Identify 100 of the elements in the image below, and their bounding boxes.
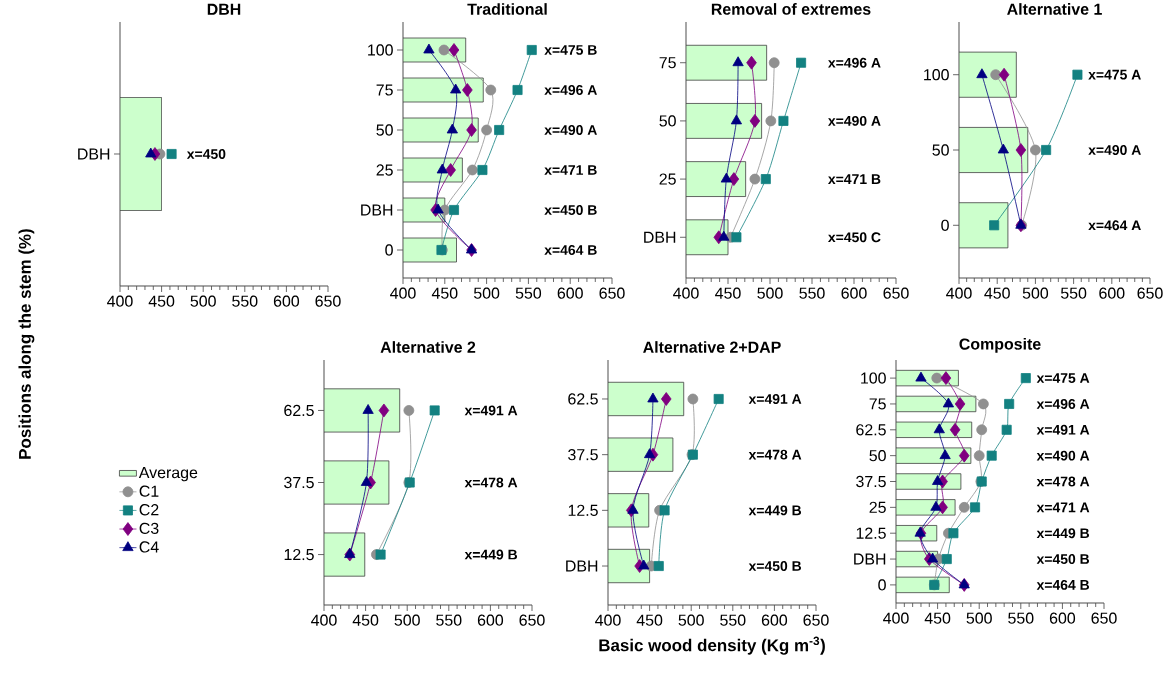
y-tick-label: 12.5 [856, 527, 886, 539]
y-tick-label: 75 [376, 84, 393, 96]
x-tick-label: 550 [515, 287, 542, 299]
x-tick-label: 600 [761, 614, 788, 626]
y-tick-label: 25 [869, 501, 886, 513]
x-tick-label: 550 [436, 614, 462, 626]
y-tick-label: 100 [368, 44, 393, 56]
data-label: x=450 B [748, 561, 802, 571]
y-tick-label: 37.5 [568, 449, 598, 461]
data-label: x=471 B [828, 174, 881, 184]
data-label: x=490 A [1088, 145, 1141, 155]
data-label: x=475 A [1088, 69, 1141, 80]
x-tick-label: 650 [803, 614, 829, 626]
data-label: x=478 A [1036, 476, 1090, 487]
data-label: x=496 A [828, 57, 881, 68]
y-tick-label: 62.5 [856, 424, 886, 436]
y-tick-label: 62.5 [284, 404, 314, 417]
x-tick-label: 450 [148, 295, 175, 307]
x-tick-label: 600 [1049, 612, 1076, 624]
data-label: x=464 B [1036, 579, 1090, 590]
data-label: x=450 B [544, 205, 597, 215]
y-tick-label: 25 [376, 164, 393, 176]
y-tick-label: DBH [644, 231, 676, 243]
x-tick-label: 500 [966, 612, 992, 624]
legend-label: C2 [139, 504, 159, 516]
data-label: x=464 B [544, 245, 597, 255]
data-label: x=450 B [1036, 554, 1090, 564]
y-tick-label: DBH [566, 560, 598, 572]
x-tick-label: 550 [1060, 287, 1087, 299]
chart-title: Removal of extremes [711, 3, 871, 15]
data-label: x=450 [186, 149, 226, 159]
x-tick-label: 650 [1091, 612, 1117, 624]
x-tick-label: 450 [924, 612, 951, 624]
data-label: x=478 A [464, 477, 518, 488]
chart-title: Alternative 1 [1007, 3, 1102, 15]
y-tick-label: 75 [869, 398, 886, 410]
x-tick-label: 450 [431, 287, 458, 299]
y-tick-label: 50 [932, 144, 949, 156]
x-tick-label: 500 [757, 287, 783, 299]
data-label: x=464 A [1088, 220, 1141, 231]
x-tick-label: 650 [519, 614, 545, 626]
chart-title: Composite [959, 337, 1041, 353]
legend-label: C1 [139, 485, 159, 497]
chart-title: Alternative 2+DAP [643, 341, 781, 353]
x-axis-title: Basic wood density (Kg m$^{-3}$) [599, 636, 825, 655]
chart-title: Traditional [467, 3, 547, 15]
x-tick-label: 650 [599, 287, 625, 299]
x-tick-label: 500 [678, 614, 704, 626]
data-label: x=449 B [748, 505, 802, 516]
y-tick-label: 0 [385, 244, 393, 256]
data-label: x=491 A [748, 394, 802, 404]
x-tick-label: 550 [232, 295, 258, 307]
data-label: x=475 A [1036, 373, 1090, 383]
legend-label: C4 [139, 541, 159, 553]
x-tick-label: 600 [1099, 287, 1125, 299]
x-tick-label: 650 [1137, 287, 1163, 299]
data-label: x=490 A [544, 125, 597, 135]
x-tick-label: 450 [636, 614, 663, 626]
data-label: x=496 A [1036, 399, 1090, 409]
x-tick-label: 500 [473, 287, 500, 299]
x-tick-label: 650 [883, 287, 909, 299]
x-tick-label: 450 [984, 287, 1010, 299]
y-tick-label: 75 [659, 57, 676, 69]
x-tick-label: 400 [883, 612, 909, 624]
y-tick-label: 100 [861, 372, 886, 384]
x-tick-label: 400 [390, 287, 416, 299]
x-tick-label: 400 [595, 614, 621, 626]
data-label: x=471 A [1036, 502, 1090, 513]
x-tick-label: 650 [315, 295, 341, 307]
x-tick-label: 400 [107, 295, 133, 307]
x-tick-label: 600 [477, 614, 504, 626]
y-tick-label: 12.5 [568, 504, 598, 516]
x-tick-label: 600 [841, 287, 867, 299]
data-label: x=490 A [828, 115, 881, 126]
data-label: x=491 A [464, 405, 518, 416]
y-tick-label: 100 [924, 69, 949, 81]
data-label: x=491 A [1036, 424, 1090, 435]
data-label: x=478 A [748, 449, 802, 460]
y-tick-label: DBH [361, 204, 393, 216]
x-tick-label: 550 [1008, 612, 1034, 624]
y-tick-label: 12.5 [284, 548, 314, 561]
y-tick-label: 25 [659, 173, 676, 185]
data-label: x=450 C [828, 232, 881, 243]
data-label: x=475 B [544, 45, 597, 55]
y-tick-label: 37.5 [284, 476, 314, 489]
x-tick-label: 450 [715, 287, 741, 299]
y-tick-label: 0 [878, 579, 886, 591]
data-label: x=471 B [544, 165, 597, 175]
x-tick-label: 600 [557, 287, 583, 299]
y-tick-label: 62.5 [568, 393, 598, 405]
chart-title: DBH [207, 3, 241, 15]
x-tick-label: 500 [1022, 287, 1049, 299]
legend-label: Average [138, 467, 198, 482]
chart-title: Alternative 2 [380, 341, 476, 353]
data-label: x=449 B [1036, 528, 1090, 539]
y-tick-label: 0 [941, 219, 949, 231]
x-tick-label: 500 [190, 295, 216, 307]
x-tick-label: 400 [673, 287, 699, 299]
y-tick-label: DBH [854, 553, 886, 565]
y-tick-label: 50 [869, 450, 886, 462]
